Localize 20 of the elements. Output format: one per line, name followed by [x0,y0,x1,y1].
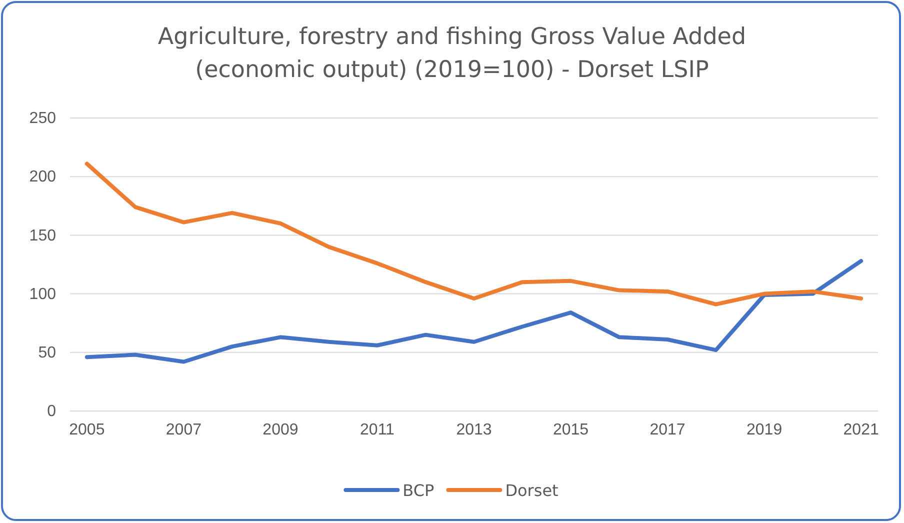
x-tick-label: 2019 [746,421,782,438]
x-tick-label: 2015 [552,421,589,438]
chart-title: Agriculture, forestry and fishing Gross Value Added (economic output) (2019=100) - Dorset LSIP [158,24,746,83]
legend-label: BCP [402,481,435,500]
y-tick-label: 50 [38,344,56,362]
x-tick-label: 2013 [456,421,492,438]
line-series [84,258,864,364]
x-tick-label: 2007 [166,421,202,438]
x-tick-label: 2021 [843,421,879,438]
x-tick-label: 2009 [262,421,298,438]
y-tick-label: 0 [47,403,56,420]
x-tick-label: 2005 [69,421,105,438]
x-tick-label: 2017 [650,421,686,438]
y-tick-label: 100 [29,286,56,303]
legend-label: Dorset [505,481,558,500]
y-tick-label: 250 [29,110,56,128]
y-tick-label: 200 [29,168,56,186]
x-tick-label: 2011 [360,421,395,438]
line-series [84,162,864,306]
y-tick-label: 150 [29,227,56,244]
